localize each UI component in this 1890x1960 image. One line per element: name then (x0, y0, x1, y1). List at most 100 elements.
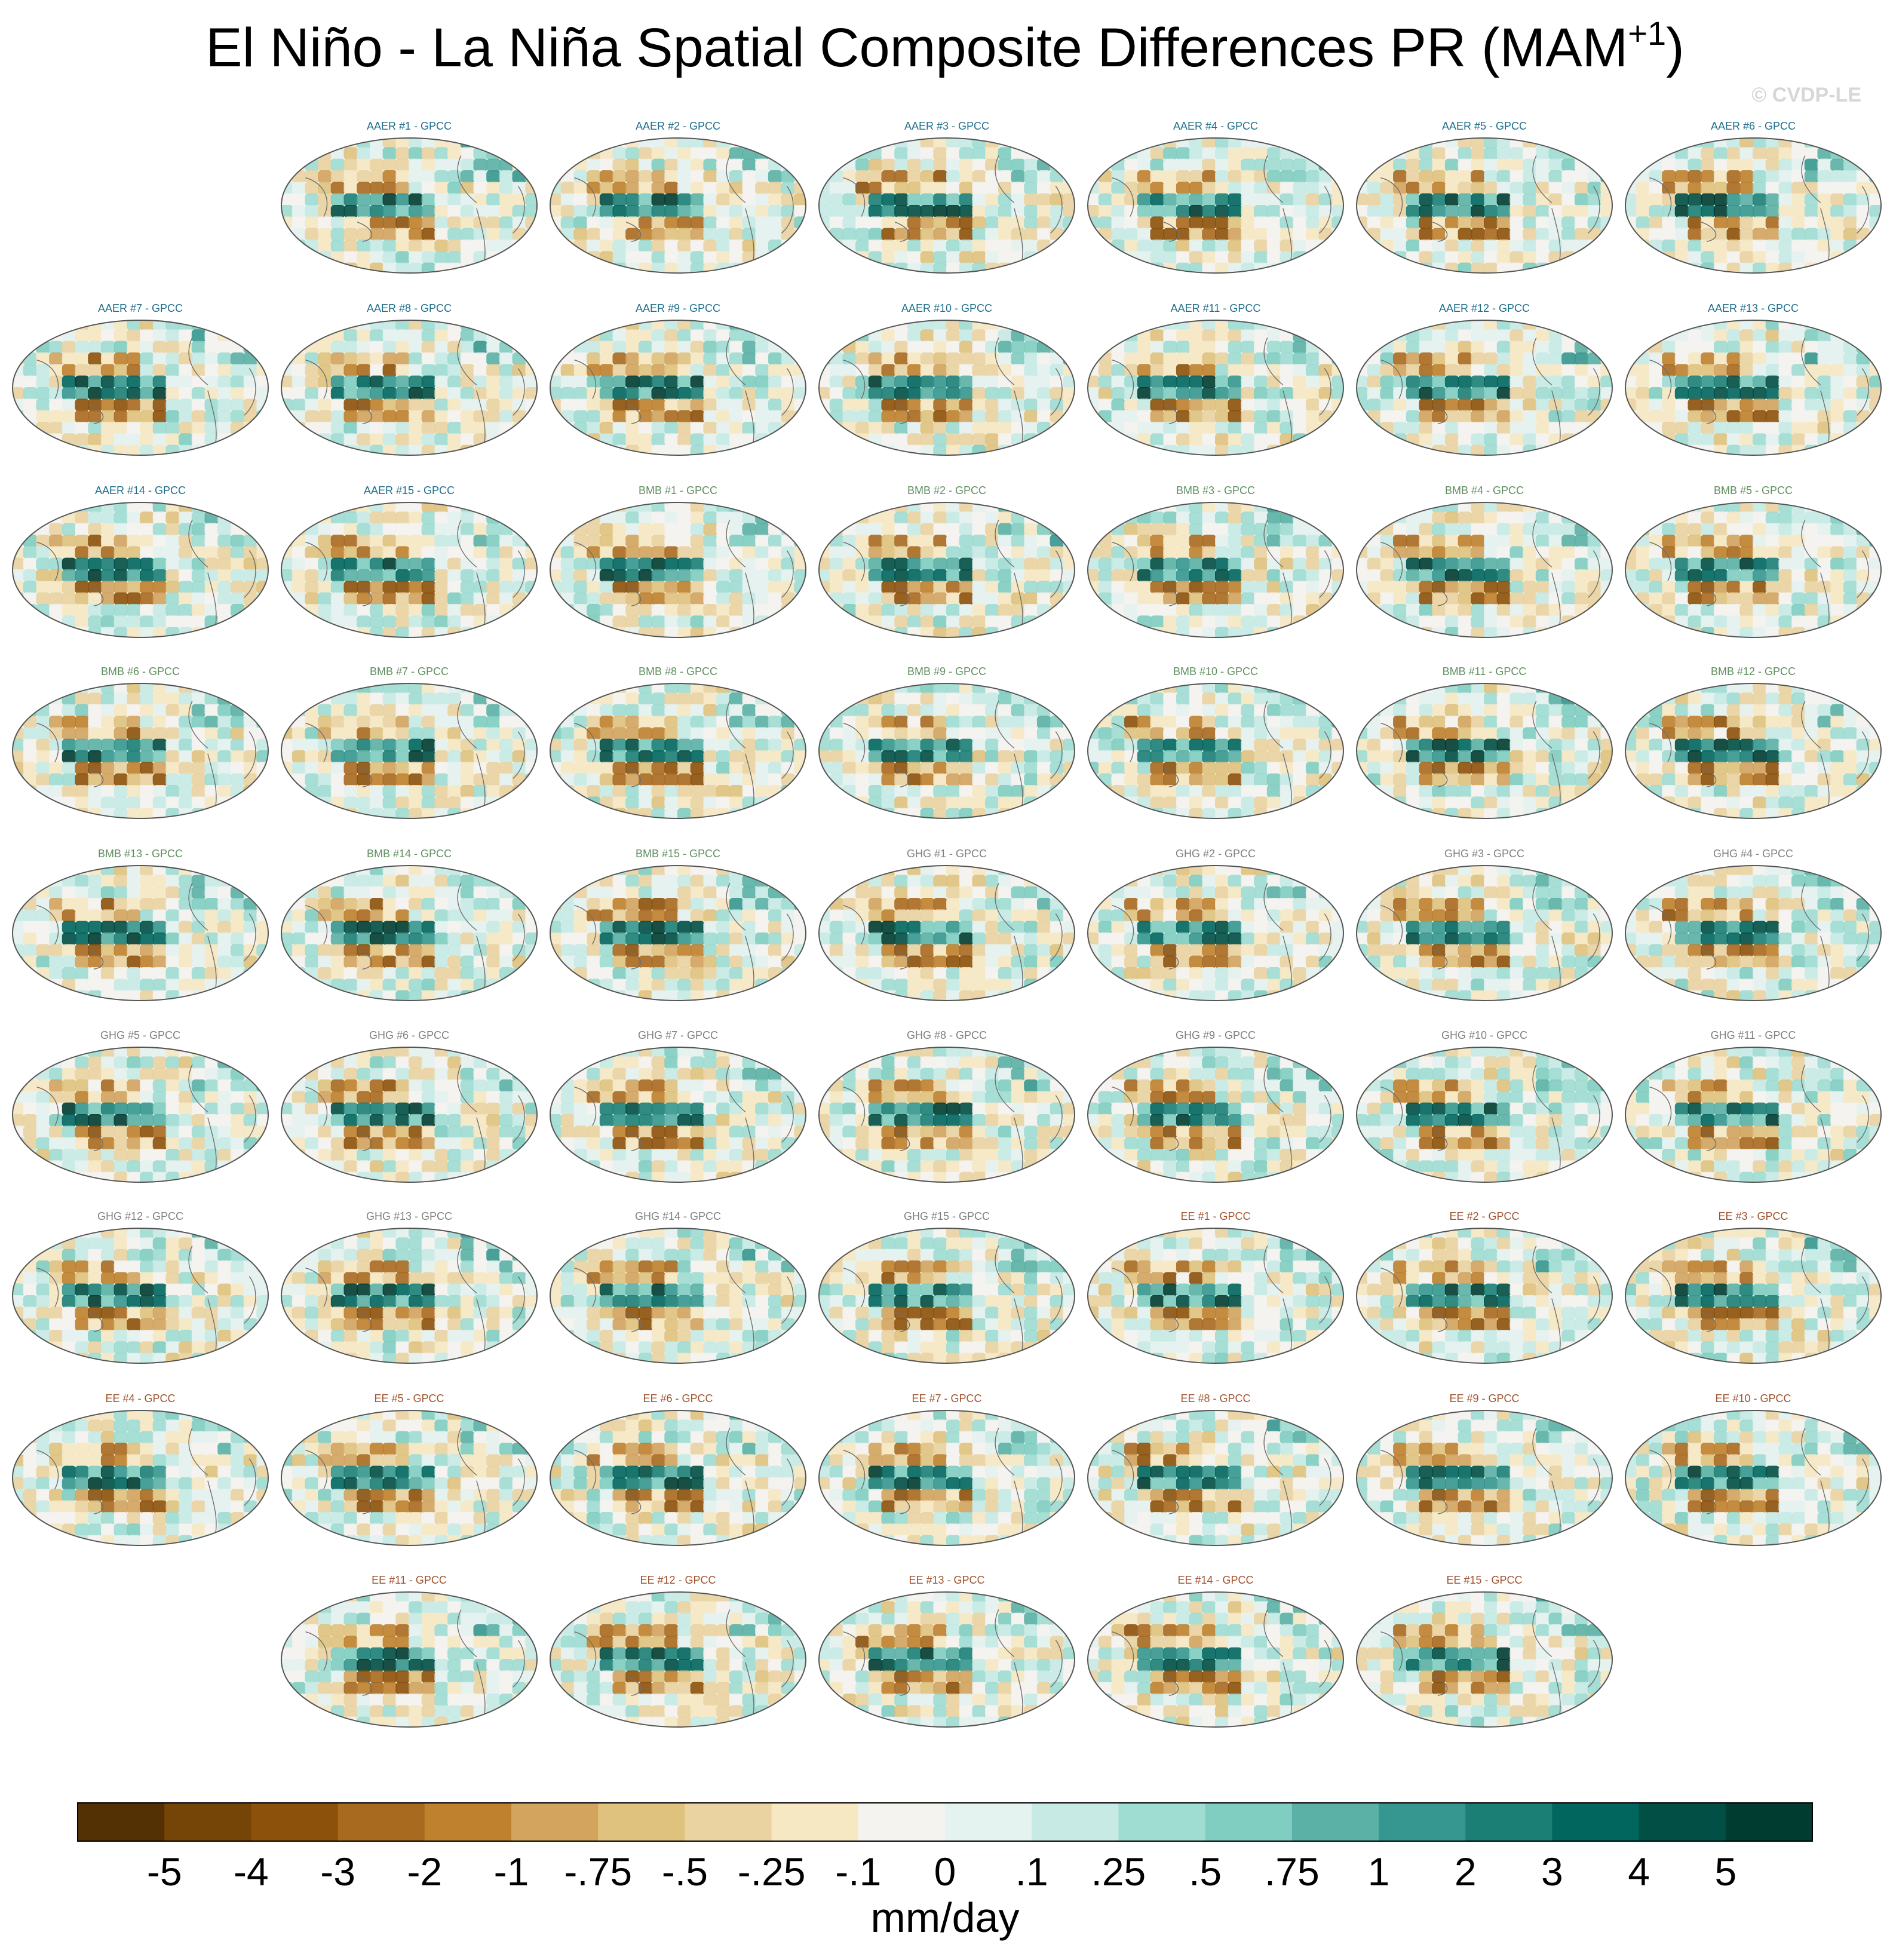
map-cell (1111, 433, 1126, 446)
map-cell (1367, 329, 1382, 342)
map-cell (1496, 352, 1511, 366)
map-cell (768, 352, 783, 366)
map-cell (1228, 433, 1242, 446)
map-cell (677, 182, 692, 195)
map-cell (842, 205, 857, 218)
map-cell (550, 410, 562, 424)
map-cell (1701, 193, 1715, 206)
map-svg (12, 320, 269, 456)
map-cell (690, 364, 705, 377)
map-cell (573, 511, 588, 524)
map-cell (781, 251, 796, 264)
map-cell (88, 604, 102, 617)
map-cell (1662, 329, 1676, 342)
map-cell (573, 147, 588, 160)
map-cell (742, 546, 757, 559)
map-cell (1843, 182, 1858, 195)
map-cell (1024, 240, 1038, 253)
map-cell (1765, 170, 1780, 183)
map-cell (920, 604, 935, 617)
map-cell (946, 511, 961, 524)
map-cell (292, 546, 306, 559)
map-cell (755, 138, 769, 149)
map-cell (113, 546, 128, 559)
map-cell (1111, 352, 1126, 366)
map-cell (473, 444, 488, 455)
map-cell (1293, 147, 1307, 160)
map-cell (1713, 138, 1728, 149)
map-cell (292, 251, 306, 264)
coastline (1112, 541, 1134, 581)
map-cell (1111, 182, 1126, 195)
map-cell (525, 251, 537, 264)
map-cell (1535, 433, 1550, 446)
map-cell (1176, 341, 1191, 354)
map-cell (1228, 398, 1242, 412)
map-cell (573, 627, 588, 637)
map-cell (330, 535, 345, 548)
map-cell (292, 615, 306, 628)
map-cell (1331, 352, 1343, 366)
map-cell (1331, 240, 1343, 253)
map-cell (1804, 422, 1819, 435)
map-cell (1189, 535, 1204, 548)
map-cell (473, 228, 488, 241)
map-cell (1688, 581, 1702, 594)
map-cell (113, 422, 128, 435)
map-cell (1791, 251, 1806, 264)
map-cell (1367, 615, 1382, 628)
map-cell (1419, 592, 1434, 605)
map-cell (395, 535, 410, 548)
map-cell (1688, 228, 1702, 241)
map-cell (1098, 546, 1113, 559)
map-cell (1458, 216, 1472, 229)
map-cell (1380, 511, 1395, 524)
map-cell (1688, 557, 1702, 570)
map-cell (409, 398, 423, 412)
map-cell (651, 251, 666, 264)
map-cell (1688, 546, 1702, 559)
map-cell (703, 138, 718, 149)
map-cell (755, 569, 769, 582)
map-cell (907, 615, 922, 628)
map-field (281, 138, 537, 273)
map-cell (1726, 546, 1741, 559)
map-cell (1830, 422, 1845, 435)
coastline (843, 359, 866, 399)
map-cell (409, 341, 423, 354)
map-cell (243, 341, 258, 354)
map-cell (742, 387, 757, 400)
map-cell (382, 158, 397, 171)
map-cell (1535, 352, 1550, 366)
map-panel: BMB #4 - GPCC (1352, 484, 1616, 663)
map-cell (421, 182, 436, 195)
map-cell (1869, 433, 1881, 446)
map-cell (1765, 228, 1780, 241)
map-cell (1318, 444, 1333, 455)
map-cell (1036, 329, 1051, 342)
map-cell (1625, 444, 1637, 455)
coastline (1551, 208, 1561, 261)
map-cell (1804, 592, 1819, 605)
map-cell (1050, 329, 1064, 342)
map-cell (1765, 433, 1780, 446)
map-cell (1088, 592, 1100, 606)
map-cell (1176, 147, 1191, 160)
map-cell (165, 352, 180, 366)
map-cell (1241, 216, 1256, 229)
map-cell (127, 364, 141, 377)
map-cell (1804, 535, 1819, 548)
map-cell (230, 581, 245, 594)
map-cell (881, 410, 896, 423)
map-cell (357, 216, 371, 229)
map-cell (1484, 182, 1498, 195)
map-cell (1625, 433, 1637, 446)
map-cell (357, 251, 371, 264)
map-cell (1305, 557, 1320, 570)
coastline (625, 404, 642, 425)
map-cell (1561, 433, 1576, 446)
map-cell (1753, 523, 1767, 536)
map-cell (868, 341, 883, 354)
map-cell (1176, 557, 1191, 570)
map-cell (1036, 364, 1051, 377)
